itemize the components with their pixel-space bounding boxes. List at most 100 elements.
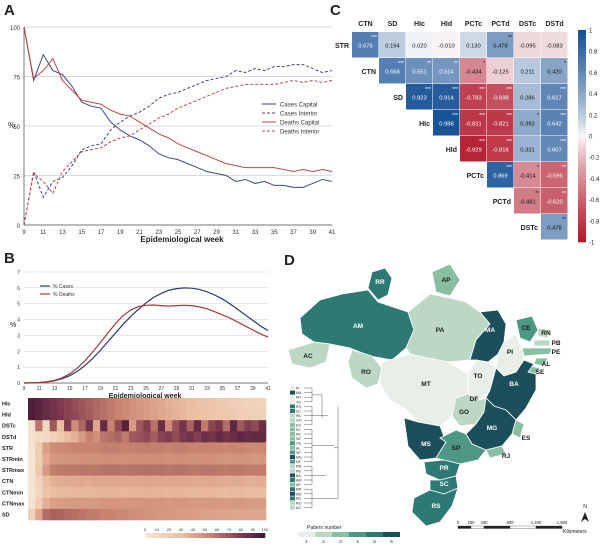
colorbar-cell (578, 75, 586, 78)
scale-tick-label: 100 (262, 527, 269, 532)
scale-cell (189, 533, 192, 538)
heatmap-cell (251, 442, 260, 454)
heatmap-cell (172, 508, 180, 521)
heatmap-cell (193, 475, 202, 488)
heatmap-cell (157, 420, 166, 432)
heatmap-cell (49, 442, 58, 454)
x-tick-label: 35 (219, 386, 225, 392)
scale-cell (249, 533, 252, 538)
state-label: BA (509, 381, 519, 388)
colorbar-cell (578, 178, 586, 182)
heatmap-cell (244, 453, 252, 465)
heatmap-cell (143, 409, 151, 421)
state-rs (411, 487, 459, 527)
heatmap-cell (64, 497, 72, 510)
legend-label: Deaths Interior (280, 130, 319, 136)
scale-cell (161, 533, 164, 538)
heatmap-cell (179, 453, 187, 465)
state-label: MS (421, 441, 431, 448)
heatmap-cell (258, 475, 267, 488)
heatmap-cell (222, 497, 231, 510)
corr-value: -0.816 (492, 148, 508, 154)
heatmap-cell (186, 420, 195, 432)
corr-cell (541, 84, 568, 110)
scale-cell (259, 533, 262, 538)
state-rj (485, 445, 507, 459)
colorbar-cell (578, 194, 586, 198)
heatmap-cell (157, 409, 166, 421)
panel-a-chart: 0 25 50 75 100 9 11 13 15 17 19 21 23 25 27 29 31 33 35 37 3… (8, 26, 336, 244)
x-tick-label: 15 (78, 230, 85, 236)
heatmap-cell (136, 453, 144, 465)
heatmap-cell (165, 497, 173, 510)
dendro-leaf-label: DF (296, 460, 302, 464)
heatmap-cell (85, 431, 94, 443)
corr-significance: *** (479, 139, 485, 145)
corr-cell (487, 162, 514, 188)
corr-significance: *** (425, 87, 431, 93)
corr-value: -0.083 (546, 44, 562, 50)
heatmap-cell (136, 398, 144, 410)
heatmap-cell (193, 431, 202, 443)
colorbar-cell (578, 196, 586, 200)
x-tick-label: 29 (174, 386, 180, 392)
colorbar-cell (578, 48, 586, 52)
heatmap-cell (244, 431, 252, 443)
scale-cell (255, 533, 258, 538)
heatmap-cell (150, 453, 159, 465)
x-tick-label: 35 (271, 230, 278, 236)
heatmap-cell (215, 442, 224, 454)
colorbar-cell (578, 45, 586, 49)
dendro-leaf-swatch (290, 487, 295, 492)
colorbar-cell (578, 37, 586, 41)
colorbar-cell (578, 228, 586, 232)
heatmap-cell (107, 431, 115, 443)
scalebar-segment (483, 525, 511, 529)
heatmap-cell (56, 442, 65, 454)
heatmap-cell (78, 475, 86, 488)
heatmap-cell (107, 398, 115, 410)
colorbar-cell (578, 128, 586, 131)
colorbar-cell (578, 231, 586, 235)
dendro-leaf-label: SP (296, 451, 301, 455)
corr-cell (541, 214, 568, 240)
x-tick-label: 9 (22, 230, 26, 236)
heatmap-row-label: STR (2, 446, 13, 452)
dendro-leaf-swatch (290, 501, 295, 505)
heatmap-cell (165, 475, 173, 488)
colorbar-cell (578, 165, 586, 169)
heatmap-cell (215, 508, 224, 521)
dendro-leaf-label: RR (296, 488, 302, 492)
heatmap-cell (193, 398, 202, 410)
heatmap-cell (222, 486, 231, 499)
heatmap-cell (222, 398, 231, 410)
colorbar-cell (578, 181, 586, 184)
pattern-legend-title: Pattern number (307, 525, 342, 531)
heatmap-cell (121, 486, 130, 499)
state-label: AM (353, 323, 363, 330)
state-ce (515, 315, 539, 343)
corr-cell (541, 32, 568, 58)
colorbar-cell (578, 149, 586, 153)
heatmap-cell (64, 475, 72, 488)
heatmap-cell (165, 464, 173, 476)
heatmap-cell (157, 475, 166, 488)
heatmap-cell (28, 453, 36, 465)
heatmap-cell (244, 464, 252, 476)
heatmap-cell (64, 453, 72, 465)
heatmap-cell (150, 398, 159, 410)
corr-significance: *** (452, 113, 458, 119)
scale-cell (231, 533, 234, 538)
heatmap-cell (121, 431, 130, 443)
state-label: AC (303, 353, 313, 360)
corr-significance: * (483, 61, 485, 67)
heatmap-cell (121, 497, 130, 510)
heatmap-cell (114, 442, 123, 454)
heatmap-cell (28, 497, 36, 510)
heatmap-cell (201, 431, 209, 443)
heatmap-cell (179, 420, 187, 432)
pattern-legend-swatch (366, 532, 383, 537)
corr-value: 0.194 (385, 44, 400, 50)
heatmap-cell (208, 475, 216, 488)
state-label: RJ (502, 453, 511, 460)
